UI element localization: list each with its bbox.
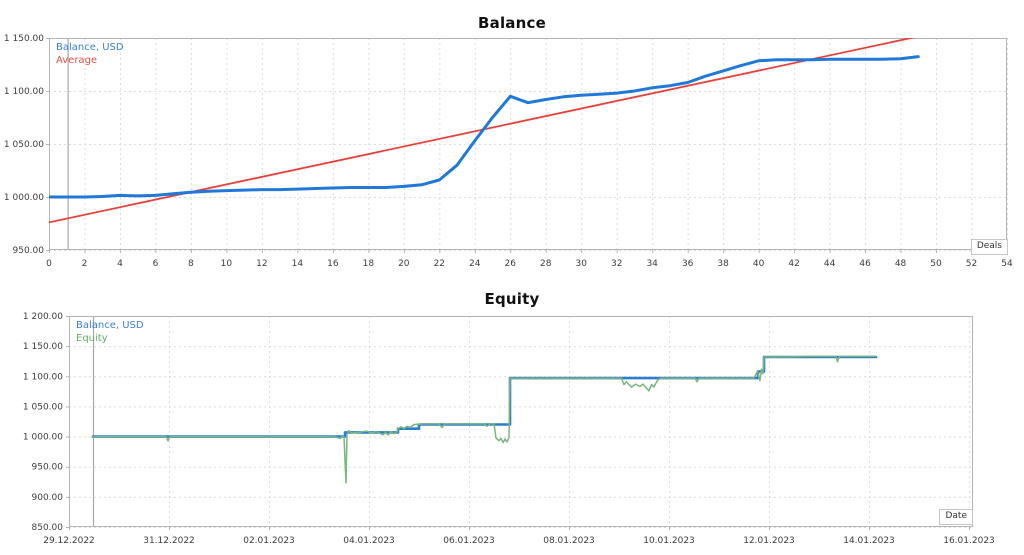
plot-border	[69, 316, 973, 527]
y-tick-label: 1 150.00	[23, 342, 63, 352]
y-tick-label: 1 200.00	[23, 312, 63, 322]
x-tick-label: 06.01.2023	[443, 536, 495, 546]
equity-legend-equity: Equity	[76, 333, 108, 344]
x-tick-label: 8	[188, 259, 194, 269]
deals-axis-label: Deals	[970, 239, 1008, 255]
x-tick-label: 2	[82, 259, 88, 269]
y-tick-label: 1 050.00	[23, 402, 63, 412]
y-tick-label: 1 100.00	[23, 372, 63, 382]
series	[91, 355, 878, 484]
x-tick-label: 48	[895, 259, 907, 269]
grid	[49, 38, 1008, 251]
x-tick-label: 38	[717, 259, 729, 269]
x-tick-label: 26	[505, 259, 517, 269]
equity-chart-title: Equity	[484, 290, 540, 308]
plot-border	[49, 38, 1007, 250]
y-tick-label: 950.00	[13, 246, 45, 256]
balance-line	[49, 55, 920, 199]
x-tick-label: 30	[575, 259, 587, 269]
y-tick-label: 1 000.00	[4, 193, 44, 203]
x-tick-label: 36	[682, 259, 694, 269]
y-tick-label: 1 100.00	[4, 87, 44, 97]
x-tick-label: 31.12.2022	[143, 536, 195, 546]
y-tick-label: 850.00	[32, 523, 64, 533]
balance-legend-average: Average	[56, 55, 98, 66]
series	[49, 38, 920, 224]
x-tick-label: 54	[1001, 259, 1013, 269]
x-tick-label: 04.01.2023	[343, 536, 395, 546]
x-tick-label: 10.01.2023	[643, 536, 695, 546]
y-tick-label: 900.00	[32, 493, 64, 503]
x-tick-label: 12.01.2023	[743, 536, 795, 546]
y-tick-label: 1 150.00	[4, 34, 44, 44]
x-tick-label: 02.01.2023	[243, 536, 295, 546]
balance-chart-title: Balance	[478, 14, 546, 32]
balance-legend-balance: Balance, USD	[56, 42, 124, 53]
y-tick-label: 1 050.00	[4, 140, 44, 150]
tick-labels: 29.12.2022 31.12.2022 02.01.2023 04.01.2023…	[23, 312, 995, 546]
x-tick-label: 4	[117, 259, 123, 269]
x-tick-label: 29.12.2022	[43, 536, 95, 546]
x-tick-label: 08.01.2023	[543, 536, 595, 546]
x-tick-label: 18	[363, 259, 375, 269]
x-tick-label: 34	[646, 259, 658, 269]
x-tick-label: 28	[540, 259, 552, 269]
x-tick-label: 14.01.2023	[843, 536, 895, 546]
y-tick-label: 1 000.00	[23, 433, 63, 443]
date-axis-label: Date	[939, 509, 973, 525]
x-tick-label: 32	[611, 259, 622, 269]
x-tick-label: 0	[46, 259, 52, 269]
x-tick-label: 44	[824, 259, 836, 269]
x-tick-label: 50	[930, 259, 942, 269]
x-tick-label: 42	[788, 259, 799, 269]
x-tick-label: 16.01.2023	[943, 536, 995, 546]
x-tick-label: 20	[398, 259, 410, 269]
y-tick-label: 950.00	[32, 463, 64, 473]
tick-labels: 0 2 4 6 8 10 12 14 16 18 20 22 24 26 28 30 32 34 36 38 40 42 4…	[4, 34, 1013, 269]
grid	[69, 316, 973, 528]
axis-ticks	[46, 38, 1008, 253]
x-tick-label: 14	[292, 259, 304, 269]
equity-chart: 29.12.2022 31.12.2022 02.01.2023 04.01.2023…	[23, 312, 995, 546]
x-tick-label: 40	[753, 259, 765, 269]
x-tick-label: 10	[221, 259, 233, 269]
equity-legend-balance: Balance, USD	[76, 320, 144, 331]
x-tick-label: 52	[966, 259, 977, 269]
equity-line	[92, 355, 877, 484]
balance-chart: 0 2 4 6 8 10 12 14 16 18 20 22 24 26 28 30 32 34 36 38 40 42 4…	[4, 34, 1013, 269]
x-tick-label: 24	[469, 259, 481, 269]
x-tick-label: 6	[153, 259, 159, 269]
x-tick-label: 22	[434, 259, 445, 269]
x-tick-label: 12	[256, 259, 267, 269]
axis-ticks	[66, 316, 970, 530]
x-tick-label: 46	[859, 259, 871, 269]
x-tick-label: 16	[327, 259, 339, 269]
